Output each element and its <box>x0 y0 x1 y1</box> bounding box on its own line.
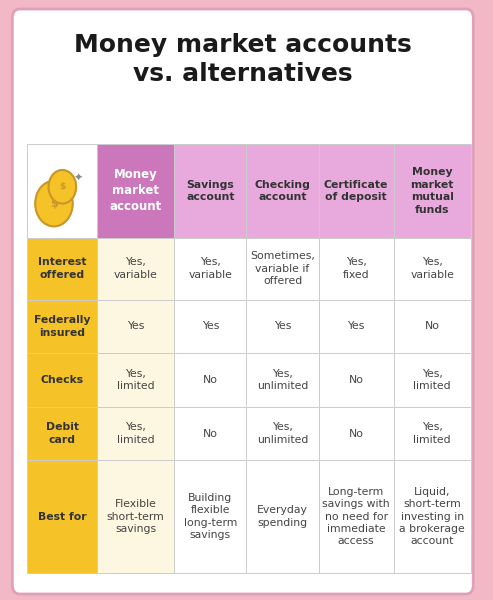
Text: Money market accounts
vs. alternatives: Money market accounts vs. alternatives <box>74 33 412 86</box>
Text: Yes,
limited: Yes, limited <box>117 422 154 445</box>
Bar <box>97 407 174 460</box>
Bar <box>174 353 246 407</box>
Bar <box>174 299 246 353</box>
Text: Yes,
limited: Yes, limited <box>117 369 154 391</box>
Bar <box>174 407 246 460</box>
Text: Debit
card: Debit card <box>45 422 78 445</box>
Text: Sometimes,
variable if
offered: Sometimes, variable if offered <box>250 251 315 286</box>
Bar <box>319 144 393 238</box>
Text: Yes: Yes <box>127 322 144 331</box>
Text: No: No <box>424 322 440 331</box>
Text: Best for: Best for <box>37 512 86 521</box>
Text: Yes,
fixed: Yes, fixed <box>343 257 369 280</box>
Text: Yes: Yes <box>348 322 365 331</box>
Text: Checking
account: Checking account <box>255 180 311 202</box>
Circle shape <box>35 181 72 226</box>
Text: ✦: ✦ <box>74 173 83 183</box>
Text: Yes,
unlimited: Yes, unlimited <box>257 422 308 445</box>
Text: Long-term
savings with
no need for
immediate
access: Long-term savings with no need for immed… <box>322 487 390 547</box>
Bar <box>319 460 393 573</box>
Bar <box>393 299 471 353</box>
Bar <box>27 460 97 573</box>
Bar <box>246 144 319 238</box>
Text: No: No <box>349 428 364 439</box>
Text: Federally
insured: Federally insured <box>34 315 90 338</box>
Text: Checks: Checks <box>40 375 84 385</box>
Bar <box>97 353 174 407</box>
Text: $: $ <box>59 182 66 191</box>
Bar <box>27 353 97 407</box>
Bar <box>319 407 393 460</box>
Bar <box>174 144 246 238</box>
Bar <box>393 353 471 407</box>
Text: Liquid,
short-term
investing in
a brokerage
account: Liquid, short-term investing in a broker… <box>399 487 465 547</box>
Bar <box>97 144 174 238</box>
Text: Everyday
spending: Everyday spending <box>257 505 308 528</box>
Circle shape <box>48 170 76 203</box>
Bar <box>246 299 319 353</box>
Text: Money
market
mutual
funds: Money market mutual funds <box>411 167 454 215</box>
Bar <box>319 353 393 407</box>
Bar <box>27 144 97 238</box>
FancyBboxPatch shape <box>12 9 473 594</box>
Text: Building
flexible
long-term
savings: Building flexible long-term savings <box>183 493 237 540</box>
Bar <box>393 144 471 238</box>
Bar <box>246 353 319 407</box>
Text: Yes: Yes <box>274 322 291 331</box>
Text: Yes,
variable: Yes, variable <box>113 257 157 280</box>
Bar <box>174 460 246 573</box>
Text: Yes,
limited: Yes, limited <box>413 369 451 391</box>
Text: No: No <box>203 375 218 385</box>
Bar <box>393 407 471 460</box>
Text: Money
market
account: Money market account <box>109 169 162 214</box>
Bar <box>27 299 97 353</box>
Text: Flexible
short-term
savings: Flexible short-term savings <box>106 499 165 534</box>
Text: Certificate
of deposit: Certificate of deposit <box>324 180 388 202</box>
Text: Yes,
limited: Yes, limited <box>413 422 451 445</box>
Bar <box>393 238 471 299</box>
Bar <box>174 238 246 299</box>
Bar <box>246 238 319 299</box>
Bar <box>27 238 97 299</box>
Text: Yes,
variable: Yes, variable <box>188 257 232 280</box>
Text: Yes,
unlimited: Yes, unlimited <box>257 369 308 391</box>
Text: Interest
offered: Interest offered <box>38 257 86 280</box>
Text: No: No <box>203 428 218 439</box>
Text: Savings
account: Savings account <box>186 180 235 202</box>
Bar <box>97 238 174 299</box>
Text: $: $ <box>50 199 58 209</box>
Text: Yes,
variable: Yes, variable <box>410 257 454 280</box>
Bar <box>246 460 319 573</box>
Bar <box>393 460 471 573</box>
Bar <box>319 238 393 299</box>
Bar <box>97 299 174 353</box>
Bar <box>246 407 319 460</box>
Bar <box>319 299 393 353</box>
Bar <box>27 407 97 460</box>
Text: Yes: Yes <box>202 322 219 331</box>
Bar <box>97 460 174 573</box>
Text: No: No <box>349 375 364 385</box>
